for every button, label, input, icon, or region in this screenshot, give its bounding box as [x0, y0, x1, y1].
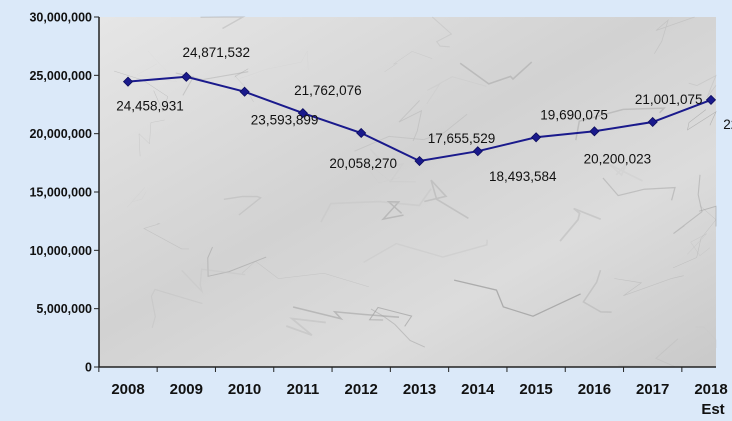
marble-vein: [368, 306, 413, 327]
y-tick-label: 0: [85, 361, 92, 375]
marble-vein: [223, 195, 262, 216]
data-point-2018: [705, 94, 717, 105]
data-label-2009: 24,871,532: [183, 45, 251, 60]
marble-vein: [138, 119, 165, 157]
marble-vein: [292, 306, 400, 321]
data-label-2008: 24,458,931: [116, 99, 184, 114]
data-label-2014: 18,493,584: [489, 169, 557, 184]
data-label-2015: 19,690,075: [540, 107, 608, 122]
marble-vein: [114, 70, 169, 113]
data-point-2009: [181, 71, 192, 82]
x-tick-label: 2013: [403, 381, 436, 398]
x-tick-label: 2015: [519, 381, 552, 398]
marble-vein: [602, 177, 676, 201]
marble-vein: [136, 50, 178, 83]
data-point-2012: [356, 127, 367, 139]
marble-vein: [240, 50, 309, 79]
marble-vein: [363, 239, 488, 263]
marble-vein: [687, 109, 717, 131]
marble-vein: [582, 269, 612, 313]
marble-vein: [150, 288, 203, 329]
x-tick-label: 2010: [228, 381, 261, 398]
marble-vein: [200, 16, 246, 30]
marble-vein: [424, 179, 469, 219]
marble-vein: [687, 233, 711, 256]
data-point-2008: [122, 76, 134, 87]
x-tick-label: 2016: [578, 381, 611, 398]
marble-vein: [286, 317, 326, 337]
y-axis-ticks: 0 5,000,000 10,000,000 15,000,000 20,000,000…: [29, 11, 99, 375]
marble-vein: [398, 100, 423, 142]
data-labels: 24,458,931 24,871,532 23,593,899 21,762,076…: [116, 45, 732, 184]
marble-vein: [370, 308, 426, 348]
y-tick-label: 15,000,000: [29, 186, 92, 200]
marble-vein: [175, 71, 249, 96]
marble-texture: [114, 16, 717, 368]
y-tick-label: 10,000,000: [29, 244, 92, 258]
marble-vein: [559, 207, 602, 242]
y-tick-label: 25,000,000: [29, 69, 92, 83]
x-tick-label: 2018: [694, 381, 727, 398]
marble-vein: [181, 268, 246, 294]
marble-vein: [688, 74, 717, 98]
marble-vein: [207, 246, 267, 277]
marble-vein: [426, 76, 487, 105]
data-label-2018: 22,895,772: [723, 117, 732, 132]
marble-vein: [364, 160, 400, 184]
data-point-2015: [531, 132, 542, 143]
data-point-2017: [647, 116, 658, 128]
marble-vein: [384, 51, 433, 73]
data-point-2011: [297, 108, 308, 119]
marble-vein: [143, 223, 189, 250]
marble-vein: [459, 61, 533, 85]
x-tick-label: 2017: [636, 381, 669, 398]
x-tick-sublabel: Est: [701, 401, 724, 418]
marble-vein: [699, 205, 717, 227]
marble-vein: [431, 16, 453, 48]
marble-vein: [575, 107, 666, 141]
x-tick-label: 2012: [345, 381, 378, 398]
marble-vein: [381, 201, 404, 221]
marble-vein: [609, 163, 643, 182]
plot-area: [99, 17, 716, 367]
data-point-2014: [472, 146, 483, 157]
data-point-2013: [414, 155, 425, 167]
y-tick-label: 20,000,000: [29, 127, 92, 141]
marble-vein: [241, 260, 370, 288]
marble-vein: [453, 279, 581, 317]
marble-vein: [369, 148, 416, 183]
data-label-2017: 21,001,075: [635, 92, 703, 107]
y-tick-label: 30,000,000: [29, 11, 92, 25]
marble-vein: [127, 187, 147, 208]
x-tick-label: 2009: [170, 381, 203, 398]
x-tick-label: 2011: [287, 381, 320, 398]
marble-vein: [614, 275, 684, 296]
marble-vein: [320, 188, 432, 223]
data-label-2012: 20,058,270: [329, 156, 397, 171]
data-label-2011: 21,762,076: [294, 83, 362, 98]
marble-vein: [654, 16, 695, 54]
marble-vein: [673, 174, 703, 235]
data-point-2010: [239, 86, 250, 97]
data-label-2016: 20,200,023: [584, 151, 652, 166]
y-tick-label: 5,000,000: [36, 302, 92, 316]
marble-vein: [672, 205, 717, 269]
x-tick-label: 2014: [461, 381, 495, 398]
data-point-2016: [589, 126, 600, 137]
x-tick-label: 2008: [111, 381, 144, 398]
data-label-2010: 23,593,899: [251, 113, 319, 128]
data-markers: [122, 71, 717, 167]
marble-vein: [695, 326, 717, 348]
data-label-2013: 17,655,529: [428, 131, 496, 146]
x-axis-ticks: 2008 2009 2010 2011 2012 2013 2014 2015 2016 2017…: [98, 367, 728, 418]
